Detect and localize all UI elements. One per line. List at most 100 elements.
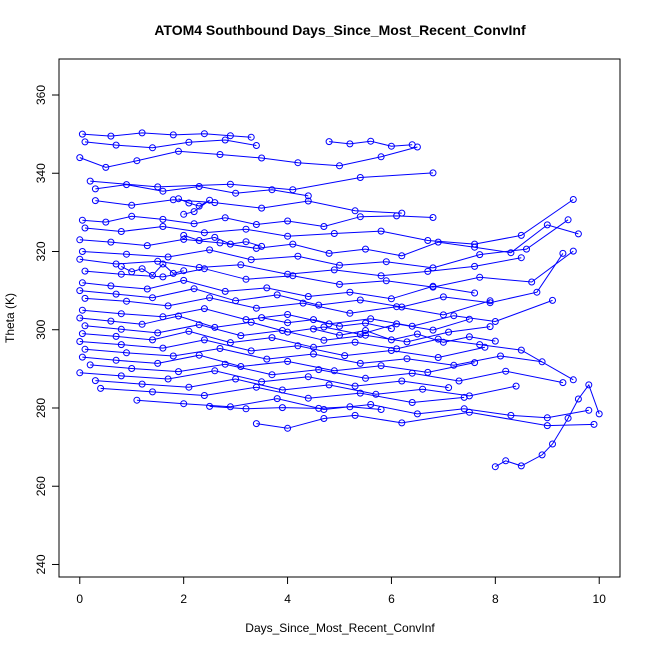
- data-point-26-5: [356, 389, 364, 397]
- data-point-30-6: [574, 395, 582, 403]
- data-point-25-6: [372, 390, 380, 398]
- series-line-17: [79, 315, 470, 335]
- data-point-24-3: [211, 367, 219, 375]
- data-point-18-2: [154, 329, 162, 337]
- data-point-32-4: [242, 238, 250, 246]
- series-line-31: [95, 184, 309, 197]
- data-point-19-1: [112, 332, 120, 340]
- data-point-0-6: [247, 133, 255, 141]
- data-point-10-2: [164, 253, 172, 261]
- data-point-1-3: [185, 138, 193, 146]
- data-point-9-2: [143, 242, 151, 250]
- data-point-27-4: [320, 406, 328, 413]
- data-point-7-2: [128, 212, 136, 220]
- data-point-11-3: [195, 264, 203, 271]
- data-point-9-10: [434, 238, 442, 246]
- data-point-7-10: [393, 212, 401, 220]
- data-point-7-9: [356, 213, 364, 221]
- data-point-3-4: [408, 141, 416, 149]
- data-point-6-3: [206, 196, 214, 204]
- y-tick-label-2: 280: [34, 398, 48, 418]
- data-point-34-1: [336, 331, 343, 339]
- data-point-27-3: [273, 395, 281, 403]
- data-point-9-7: [325, 249, 333, 257]
- series-line-10: [82, 219, 569, 269]
- data-point-25-1: [138, 380, 146, 388]
- data-point-18-4: [237, 332, 245, 340]
- series-line-28: [209, 405, 382, 410]
- data-point-0-3: [169, 131, 177, 139]
- data-point-28-5: [377, 406, 385, 413]
- data-point-2-7: [336, 162, 343, 170]
- data-point-16-9: [450, 312, 458, 320]
- data-point-20-5: [294, 342, 302, 350]
- data-point-13-5: [263, 284, 271, 292]
- data-point-18-7: [362, 331, 369, 339]
- data-point-33-4: [159, 260, 167, 268]
- data-point-29-7: [590, 420, 598, 428]
- data-point-26-0: [97, 384, 105, 392]
- data-point-30-7: [585, 381, 593, 389]
- data-point-24-7: [398, 377, 406, 385]
- data-point-26-2: [200, 392, 208, 399]
- data-point-5-6: [351, 207, 359, 215]
- series-line-23: [90, 363, 563, 384]
- data-point-8-11: [569, 196, 577, 203]
- data-point-31-0: [91, 185, 99, 193]
- data-point-11-4: [237, 261, 245, 269]
- series-line-6: [178, 198, 210, 215]
- data-point-6-4: [190, 208, 198, 216]
- data-point-24-8: [445, 384, 453, 392]
- data-point-24-5: [304, 373, 312, 381]
- data-point-34-0: [310, 325, 317, 333]
- data-point-12-1: [117, 270, 125, 278]
- data-point-23-8: [455, 377, 463, 385]
- data-point-29-1: [284, 424, 292, 432]
- data-point-19-2: [149, 336, 156, 344]
- data-point-12-3: [200, 265, 208, 273]
- data-point-10-10: [523, 245, 530, 253]
- data-point-13-4: [221, 287, 229, 295]
- data-point-20-8: [434, 354, 442, 361]
- data-point-11-7: [377, 272, 385, 280]
- data-point-11-8: [424, 267, 432, 275]
- data-point-4-5: [429, 169, 437, 177]
- data-point-6-5: [180, 210, 188, 218]
- data-point-2-6: [294, 159, 302, 167]
- series-line-27: [136, 398, 589, 419]
- data-point-10-9: [476, 251, 484, 259]
- series-line-9: [79, 224, 579, 257]
- y-axis: 240 260 280 300 320 340 360: [34, 85, 59, 574]
- data-point-22-9: [471, 359, 479, 367]
- data-point-1-2: [149, 144, 156, 152]
- data-point-19-12: [569, 376, 577, 384]
- data-point-8-4: [242, 225, 250, 233]
- data-point-13-8: [387, 295, 395, 303]
- data-point-33-5: [169, 269, 177, 277]
- y-tick-label-0: 240: [34, 554, 48, 574]
- data-point-15-9: [486, 297, 494, 305]
- data-point-14-5: [273, 291, 281, 299]
- x-tick-label-5: 10: [593, 592, 607, 606]
- series-line-11: [79, 257, 522, 277]
- data-point-12-7: [382, 277, 390, 285]
- data-point-13-3: [180, 276, 188, 284]
- data-point-3-0: [325, 138, 333, 146]
- data-point-6-0: [175, 195, 182, 203]
- data-point-27-8: [507, 411, 515, 419]
- data-point-23-9: [502, 367, 510, 375]
- data-point-6-2: [195, 202, 203, 210]
- data-point-2-1: [102, 163, 110, 171]
- data-point-32-3: [226, 240, 234, 248]
- data-point-25-2: [185, 383, 193, 391]
- data-point-22-2: [154, 359, 162, 367]
- data-point-12-6: [336, 280, 343, 288]
- data-point-9-13: [543, 221, 551, 229]
- data-point-25-3: [232, 375, 240, 383]
- data-point-26-1: [149, 388, 156, 396]
- data-point-8-1: [117, 228, 125, 235]
- data-point-33-0: [117, 262, 125, 270]
- data-point-22-3: [195, 351, 203, 359]
- y-tick-label-6: 360: [34, 85, 48, 105]
